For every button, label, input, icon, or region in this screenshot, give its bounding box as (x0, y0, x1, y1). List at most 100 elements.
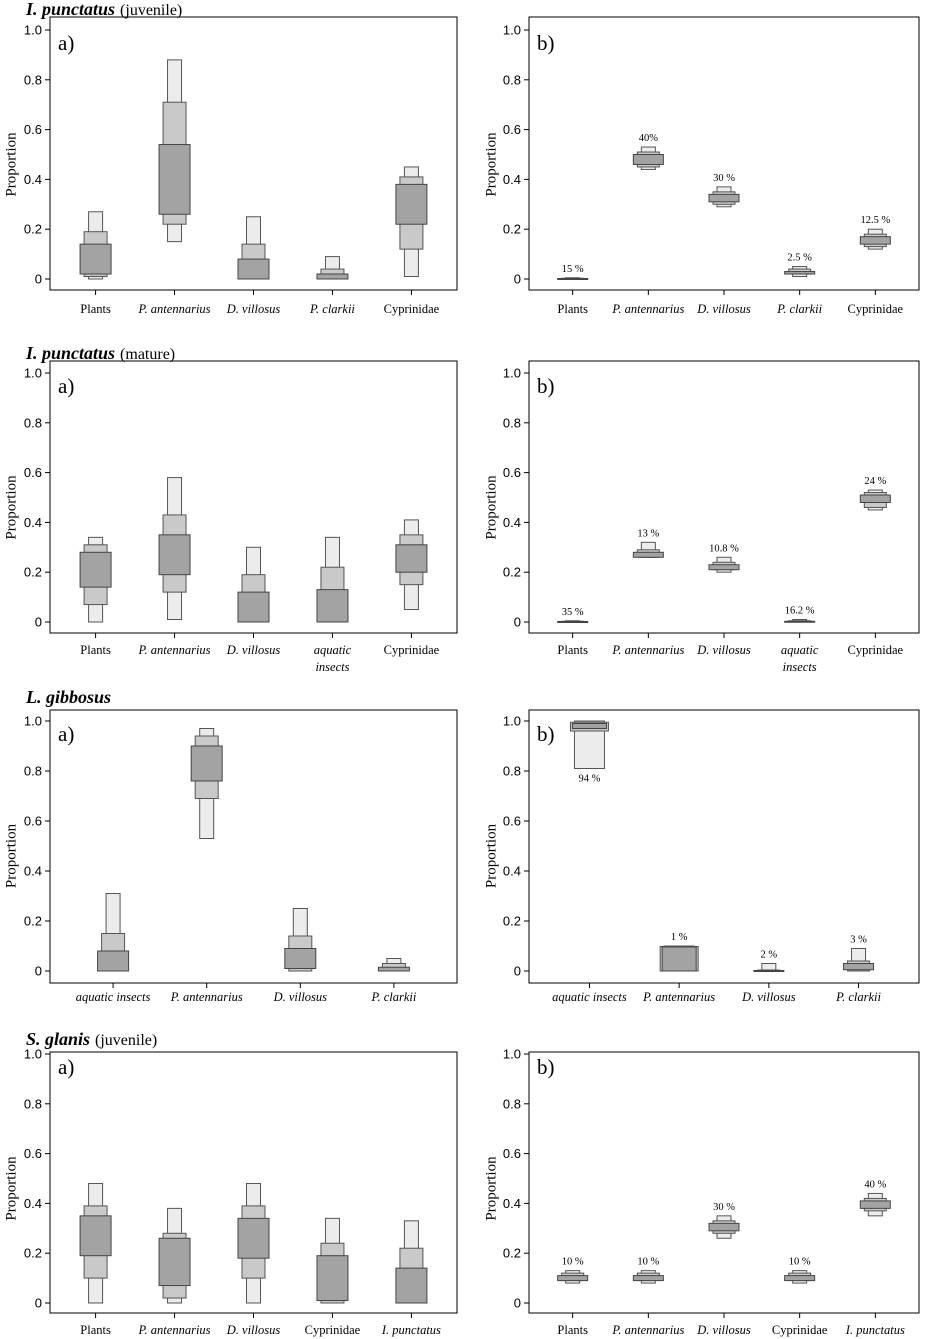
interval-box-c50 (237, 1217, 270, 1259)
y-tick-label: 0 (35, 1296, 42, 1311)
interval-box-c50 (661, 946, 697, 972)
x-category-label: Cyprinidae (848, 643, 904, 657)
prior-percent-label: 15 % (562, 264, 584, 275)
panel-tag: b) (537, 31, 555, 55)
x-category-label: Plants (557, 643, 588, 657)
interval-box-c50 (79, 243, 112, 275)
y-axis-label: Proportion (483, 823, 499, 888)
interval-box-c50 (859, 1200, 891, 1209)
y-tick-label: 0.6 (24, 122, 42, 137)
x-category-label: I. punctatus (845, 1323, 905, 1337)
interval-box-c50 (784, 271, 816, 275)
y-tick-label: 0.8 (24, 72, 42, 87)
x-category-label: P. antennarius (138, 1323, 211, 1337)
x-category-label: P. clarkii (370, 990, 416, 1004)
prior-percent-label: 1 % (671, 932, 688, 943)
interval-box-c50 (395, 183, 428, 225)
y-tick-label: 1.0 (503, 23, 521, 38)
x-category-label: D. villosus (741, 990, 796, 1004)
chart-panel-2a: 0 0.2 0.4 0.6 0.8 1.0 Proportion a) Plants P. ant… (3, 360, 458, 674)
interval-box-c50 (395, 1267, 428, 1304)
panel-tag: b) (537, 722, 555, 746)
interval-box-c50 (284, 948, 317, 969)
interval-box-c50 (377, 966, 410, 972)
x-category-label: Cyprinidae (384, 643, 440, 657)
y-tick-label: 0.8 (503, 764, 521, 779)
x-category-label: I. punctatus (381, 1323, 441, 1337)
y-tick-label: 1.0 (503, 366, 521, 381)
y-tick-label: 0 (35, 272, 42, 287)
x-category-label: Cyprinidae (772, 1323, 828, 1337)
x-category-label: P. antennarius (138, 302, 211, 316)
y-tick-label: 0.8 (503, 415, 521, 430)
chart-panel-3a: 0 0.2 0.4 0.6 0.8 1.0 Proportion a) aquatic inse… (3, 709, 458, 1004)
x-category-label: P. antennarius (642, 990, 715, 1004)
y-tick-label: 0.2 (503, 1246, 521, 1261)
panel-tag: a) (58, 1055, 74, 1079)
interval-box-c50 (395, 544, 428, 573)
x-category-label: P. clarkii (309, 302, 355, 316)
interval-box-c50 (316, 1255, 349, 1302)
y-tick-label: 0.6 (503, 1146, 521, 1161)
y-tick-label: 0.4 (503, 864, 521, 879)
y-tick-label: 0 (514, 1296, 521, 1311)
y-tick-label: 0.2 (503, 222, 521, 237)
y-tick-label: 0.8 (24, 415, 42, 430)
y-tick-label: 0.4 (24, 515, 42, 530)
panel-tag: b) (537, 1055, 555, 1079)
interval-box-c50 (557, 278, 589, 281)
y-tick-label: 0.4 (24, 1196, 42, 1211)
plot-frame (49, 709, 458, 984)
interval-box-c50 (190, 745, 223, 782)
y-tick-label: 0.4 (24, 864, 42, 879)
interval-box-c50 (97, 950, 130, 972)
panel-tag: b) (537, 374, 555, 398)
interval-box-c50 (79, 1215, 112, 1257)
y-tick-label: 0.6 (24, 1146, 42, 1161)
x-category-label: aquatic (314, 643, 352, 657)
y-axis-label: Proportion (3, 475, 19, 540)
interval-box-c50 (843, 963, 875, 971)
species-name: S. glanis (26, 1029, 90, 1049)
y-axis-label: Proportion (3, 823, 19, 888)
plot-frame (528, 16, 920, 291)
y-axis-label: Proportion (483, 1156, 499, 1221)
y-tick-label: 0.8 (24, 1096, 42, 1111)
section-2: I. punctatus (mature) 0 0.2 0.4 0.6 0.8 1.0 Prop… (3, 343, 920, 674)
x-category-label: aquatic insects (552, 990, 627, 1004)
panel-tag: a) (58, 722, 74, 746)
interval-box-c50 (158, 1237, 191, 1287)
prior-percent-label: 24 % (864, 476, 886, 487)
interval-box-c50 (557, 621, 589, 624)
y-tick-label: 0.2 (24, 565, 42, 580)
y-tick-label: 0.4 (503, 172, 521, 187)
y-tick-label: 0 (35, 964, 42, 979)
chart-panel-1a: 0 0.2 0.4 0.6 0.8 1.0 Proportion a) Plants P. ant… (3, 16, 458, 316)
y-tick-label: 1.0 (503, 714, 521, 729)
prior-percent-label: 40 % (864, 1179, 886, 1190)
prior-percent-label: 30 % (713, 173, 735, 184)
y-tick-label: 0.6 (503, 814, 521, 829)
interval-box-c50 (784, 620, 816, 623)
interval-box-c50 (708, 193, 740, 203)
life-stage-note: (juvenile) (120, 2, 182, 19)
species-name: I. punctatus (25, 0, 115, 19)
interval-box-c50 (237, 258, 270, 280)
panel-tag: a) (58, 31, 74, 55)
x-category-label: P. antennarius (611, 1323, 684, 1337)
y-tick-label: 0.2 (24, 222, 42, 237)
interval-box-c50 (708, 1222, 740, 1232)
y-tick-label: 0.4 (503, 515, 521, 530)
y-tick-label: 0.6 (503, 122, 521, 137)
plot-frame (528, 709, 920, 984)
prior-percent-label: 10 % (637, 1257, 659, 1268)
prior-percent-label: 30 % (713, 1202, 735, 1213)
y-tick-label: 0.2 (503, 565, 521, 580)
prior-percent-label: 35 % (562, 607, 584, 618)
y-tick-label: 0.8 (24, 764, 42, 779)
y-tick-label: 0 (514, 964, 521, 979)
x-category-label: Plants (80, 1323, 111, 1337)
x-category-label: D. villosus (696, 1323, 751, 1337)
x-category-label-line2: insects (315, 660, 349, 674)
